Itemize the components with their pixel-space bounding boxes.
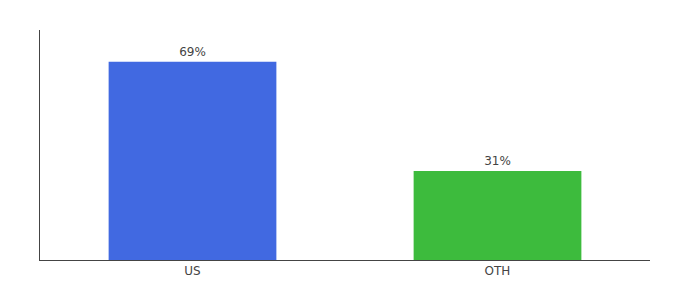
svg-text:US: US: [184, 264, 200, 278]
svg-text:OTH: OTH: [485, 264, 511, 278]
svg-text:31%: 31%: [484, 154, 511, 168]
svg-text:69%: 69%: [179, 45, 206, 59]
